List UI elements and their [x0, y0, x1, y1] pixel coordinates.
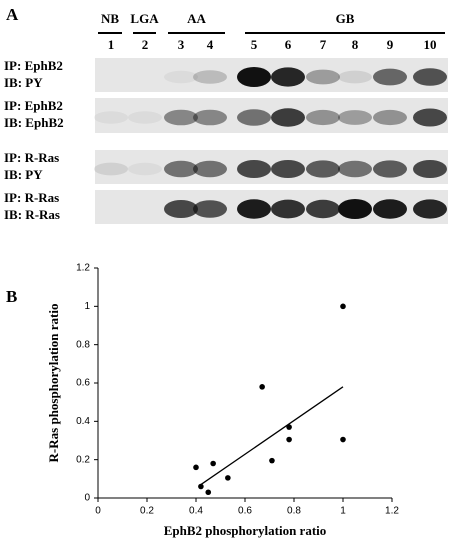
band	[271, 199, 305, 219]
point	[210, 460, 216, 467]
blot-label: IB: PY	[4, 167, 43, 182]
blot-label: IB: R-Ras	[4, 207, 60, 222]
band	[193, 70, 227, 84]
point	[193, 464, 199, 471]
point	[340, 436, 346, 443]
band	[94, 162, 128, 176]
y-tick-label: 0.8	[76, 339, 90, 350]
group-label: NB	[101, 11, 119, 26]
band	[271, 108, 305, 127]
lane-number: 3	[178, 37, 185, 52]
band	[338, 70, 372, 84]
band	[413, 160, 447, 178]
blot-label: IB: EphB2	[4, 115, 64, 130]
point	[225, 475, 231, 481]
lane-number: 5	[251, 37, 258, 52]
panel-label: B	[6, 287, 17, 306]
blot-label: IP: EphB2	[4, 98, 63, 113]
y-axis-title: R-Ras phosphorylation ratio	[46, 304, 61, 463]
lane-number: 7	[320, 37, 327, 52]
x-tick-label: 0.2	[140, 506, 154, 517]
band	[237, 199, 271, 219]
band	[413, 199, 447, 219]
x-tick-label: 0	[95, 506, 101, 517]
lane-number: 6	[285, 37, 292, 52]
y-tick-label: 0.4	[76, 416, 90, 427]
band	[193, 200, 227, 218]
lane-number: 9	[387, 37, 394, 52]
point	[259, 384, 265, 390]
x-tick-label: 0.6	[238, 506, 252, 517]
band	[128, 111, 162, 124]
lane-number: 4	[207, 37, 214, 52]
group-label: GB	[336, 11, 355, 26]
band	[164, 160, 198, 178]
band	[338, 110, 372, 125]
lane-number: 10	[424, 37, 437, 52]
trend-line	[200, 386, 344, 486]
lane-number: 8	[352, 37, 359, 52]
y-tick-label: 1.2	[76, 263, 90, 274]
group-label: LGA	[130, 11, 159, 26]
band	[306, 109, 340, 126]
band	[306, 199, 340, 219]
lane-number: 1	[108, 37, 115, 52]
blot-label: IP: R-Ras	[4, 150, 59, 165]
band	[373, 160, 407, 178]
y-tick-label: 0	[84, 493, 90, 504]
band	[193, 160, 227, 178]
band	[193, 109, 227, 126]
band	[94, 111, 128, 124]
x-tick-label: 1	[340, 506, 346, 517]
band	[306, 160, 340, 178]
blot-label: IP: R-Ras	[4, 190, 59, 205]
blot-label: IB: PY	[4, 75, 43, 90]
band	[271, 67, 305, 87]
band	[306, 69, 340, 85]
band	[237, 67, 271, 87]
panel-label: A	[6, 5, 19, 24]
blot-label: IP: EphB2	[4, 58, 63, 73]
band	[338, 160, 372, 178]
point	[205, 489, 212, 496]
point	[340, 303, 346, 310]
y-tick-label: 1	[84, 301, 90, 312]
band	[237, 160, 271, 178]
band	[128, 162, 162, 176]
x-tick-label: 0.8	[287, 506, 301, 517]
band	[413, 68, 447, 86]
lane-number: 2	[142, 37, 149, 52]
band	[373, 68, 407, 86]
group-label: AA	[187, 11, 206, 26]
point	[286, 424, 292, 430]
band	[164, 109, 198, 126]
band	[373, 109, 407, 126]
y-tick-label: 0.2	[76, 454, 90, 465]
band	[271, 160, 305, 178]
band	[373, 199, 407, 219]
band	[237, 109, 271, 126]
band	[338, 199, 372, 219]
point	[269, 457, 275, 464]
y-tick-label: 0.6	[76, 378, 90, 389]
point	[198, 483, 204, 490]
x-tick-label: 0.4	[189, 506, 203, 517]
band	[413, 108, 447, 127]
band	[164, 70, 198, 84]
x-axis-title: EphB2 phosphorylation ratio	[164, 523, 327, 538]
x-tick-label: 1.2	[385, 506, 399, 517]
point	[286, 436, 292, 443]
band	[164, 200, 198, 218]
